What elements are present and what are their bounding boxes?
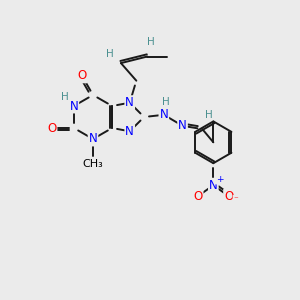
Text: N: N [125, 125, 134, 138]
Text: ⁻: ⁻ [233, 196, 238, 205]
Text: N: N [160, 108, 168, 121]
Text: O: O [193, 190, 203, 203]
Text: N: N [125, 96, 134, 109]
Text: O: O [77, 69, 87, 82]
Text: N: N [70, 100, 78, 112]
Text: +: + [216, 175, 223, 184]
Text: N: N [209, 179, 218, 192]
Text: O: O [47, 122, 56, 134]
Text: H: H [106, 49, 114, 59]
Text: O: O [224, 190, 233, 203]
Text: H: H [162, 97, 170, 106]
Text: CH₃: CH₃ [82, 159, 103, 169]
Text: N: N [178, 119, 187, 132]
Text: H: H [205, 110, 213, 120]
Text: N: N [88, 133, 98, 146]
Text: H: H [61, 92, 69, 102]
Text: H: H [147, 37, 154, 47]
